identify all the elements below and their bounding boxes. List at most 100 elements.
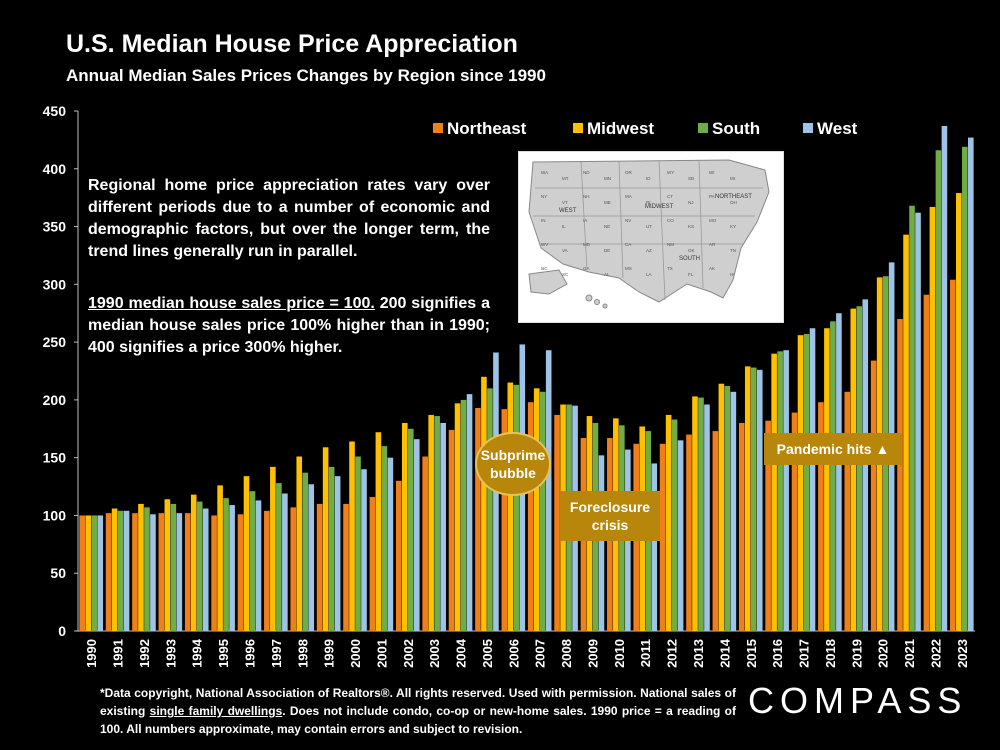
bar-south-2016 <box>777 351 783 631</box>
us-regions-map: WEST MIDWEST NORTHEAST SOUTH WA MT ND MN OR I… <box>518 151 784 323</box>
x-tick-label: 1990 <box>84 639 99 668</box>
bar-northeast-1991 <box>105 513 112 631</box>
x-tick-label: 2011 <box>638 639 653 667</box>
bar-south-1992 <box>144 507 150 631</box>
legend-label-northeast: Northeast <box>447 119 527 138</box>
map-label-northeast: NORTHEAST <box>715 194 752 200</box>
bar-west-1993 <box>176 513 183 631</box>
footer-disclaimer: *Data copyright, National Association of… <box>100 684 736 738</box>
map-state-label: IL <box>562 224 566 229</box>
map-state-label: CA <box>625 242 631 247</box>
map-state-label: WA <box>541 170 548 175</box>
map-state-label: AK <box>709 266 715 271</box>
bar-northeast-1990 <box>79 515 85 631</box>
y-tick-label: 400 <box>43 161 67 177</box>
index-note-rest: 200 signifies a median house sales price… <box>88 295 490 356</box>
bar-midwest-2007 <box>533 388 540 631</box>
bar-south-2017 <box>803 334 810 631</box>
map-state-label: VA <box>562 248 568 253</box>
map-state-label: DE <box>604 248 610 253</box>
bar-midwest-2012 <box>665 414 672 631</box>
map-state-label: AR <box>709 242 716 247</box>
x-tick-label: 2019 <box>849 639 864 668</box>
map-state-label: WI <box>709 170 715 175</box>
bar-west-1997 <box>282 493 288 631</box>
x-tick-label: 1992 <box>137 639 152 668</box>
map-state-label: RI <box>646 200 651 205</box>
legend-swatch-south <box>698 123 708 133</box>
subprime-bubble-annotation: Subprime bubble <box>475 432 551 496</box>
map-state-label: OK <box>688 248 695 253</box>
x-tick-label: 2003 <box>427 639 442 668</box>
map-state-label: NC <box>541 266 548 271</box>
x-tick-label: 2020 <box>876 639 891 668</box>
bar-northeast-2007 <box>527 402 534 631</box>
bar-northeast-1997 <box>264 510 270 631</box>
bar-south-1990 <box>91 515 97 631</box>
map-state-label: GA <box>583 266 590 271</box>
x-tick-label: 2023 <box>955 639 970 668</box>
bar-northeast-2005 <box>475 407 481 631</box>
map-state-label: SD <box>688 176 695 181</box>
y-tick-label: 200 <box>43 392 67 408</box>
map-state-label: OH <box>730 200 737 205</box>
bar-south-2021 <box>909 205 915 631</box>
map-state-label: CO <box>667 218 674 223</box>
bar-midwest-2006 <box>507 382 514 631</box>
x-tick-label: 2021 <box>902 639 917 668</box>
map-state-label: NM <box>667 242 674 247</box>
bar-northeast-2001 <box>369 496 376 631</box>
y-tick-label: 150 <box>43 450 67 466</box>
bar-midwest-1996 <box>243 476 250 631</box>
map-state-label: PA <box>709 194 715 199</box>
bar-south-1997 <box>276 483 282 631</box>
map-state-label: TN <box>730 248 736 253</box>
map-state-label: NJ <box>688 200 694 205</box>
x-tick-label: 2017 <box>797 639 812 668</box>
bar-west-1998 <box>308 484 315 631</box>
x-tick-label: 2000 <box>348 639 363 668</box>
bar-south-2013 <box>698 397 704 631</box>
x-tick-label: 2010 <box>612 639 627 668</box>
map-state-label: MI <box>730 176 735 181</box>
map-state-label: MT <box>562 176 569 181</box>
y-tick-label: 250 <box>43 334 67 350</box>
legend-label-west: West <box>817 119 858 138</box>
bar-midwest-2015 <box>744 366 751 631</box>
foreclosure-crisis-annotation: Foreclosure crisis <box>560 491 660 541</box>
map-state-label: AL <box>604 272 610 277</box>
bar-south-1998 <box>302 472 309 631</box>
x-tick-label: 2002 <box>401 639 416 668</box>
x-tick-label: 1995 <box>216 639 231 668</box>
bar-south-2004 <box>460 399 467 631</box>
bar-midwest-1997 <box>270 466 276 631</box>
index-note-underlined: 1990 median house sales price = 100. <box>88 295 375 312</box>
bar-midwest-2019 <box>850 308 857 631</box>
x-tick-label: 2009 <box>585 639 600 668</box>
bar-south-2018 <box>830 321 836 631</box>
y-tick-label: 350 <box>43 219 67 235</box>
bar-midwest-1993 <box>164 499 171 631</box>
bar-south-2007 <box>539 391 546 631</box>
x-tick-label: 2015 <box>744 639 759 668</box>
bar-south-2022 <box>935 150 942 632</box>
map-state-label: ID <box>646 176 651 181</box>
bar-south-2001 <box>381 446 388 631</box>
x-tick-label: 2001 <box>374 639 389 668</box>
footer-text-a: *Data copyright, National Association of… <box>100 686 736 718</box>
bar-west-2013 <box>704 404 710 631</box>
bar-northeast-2019 <box>844 391 851 631</box>
bar-northeast-2017 <box>791 412 798 631</box>
map-state-label: NY <box>541 194 547 199</box>
bar-west-2012 <box>677 440 684 631</box>
bar-west-2003 <box>440 423 446 631</box>
map-label-west: WEST <box>559 208 577 214</box>
x-tick-label: 2004 <box>454 638 469 668</box>
bar-west-2017 <box>809 328 816 631</box>
legend-label-south: South <box>712 119 760 138</box>
compass-logo: COMPASS <box>748 680 968 721</box>
map-state-label: IN <box>541 218 546 223</box>
bar-west-1996 <box>255 500 262 631</box>
bar-west-2015 <box>756 369 763 631</box>
bar-northeast-1992 <box>132 513 138 631</box>
